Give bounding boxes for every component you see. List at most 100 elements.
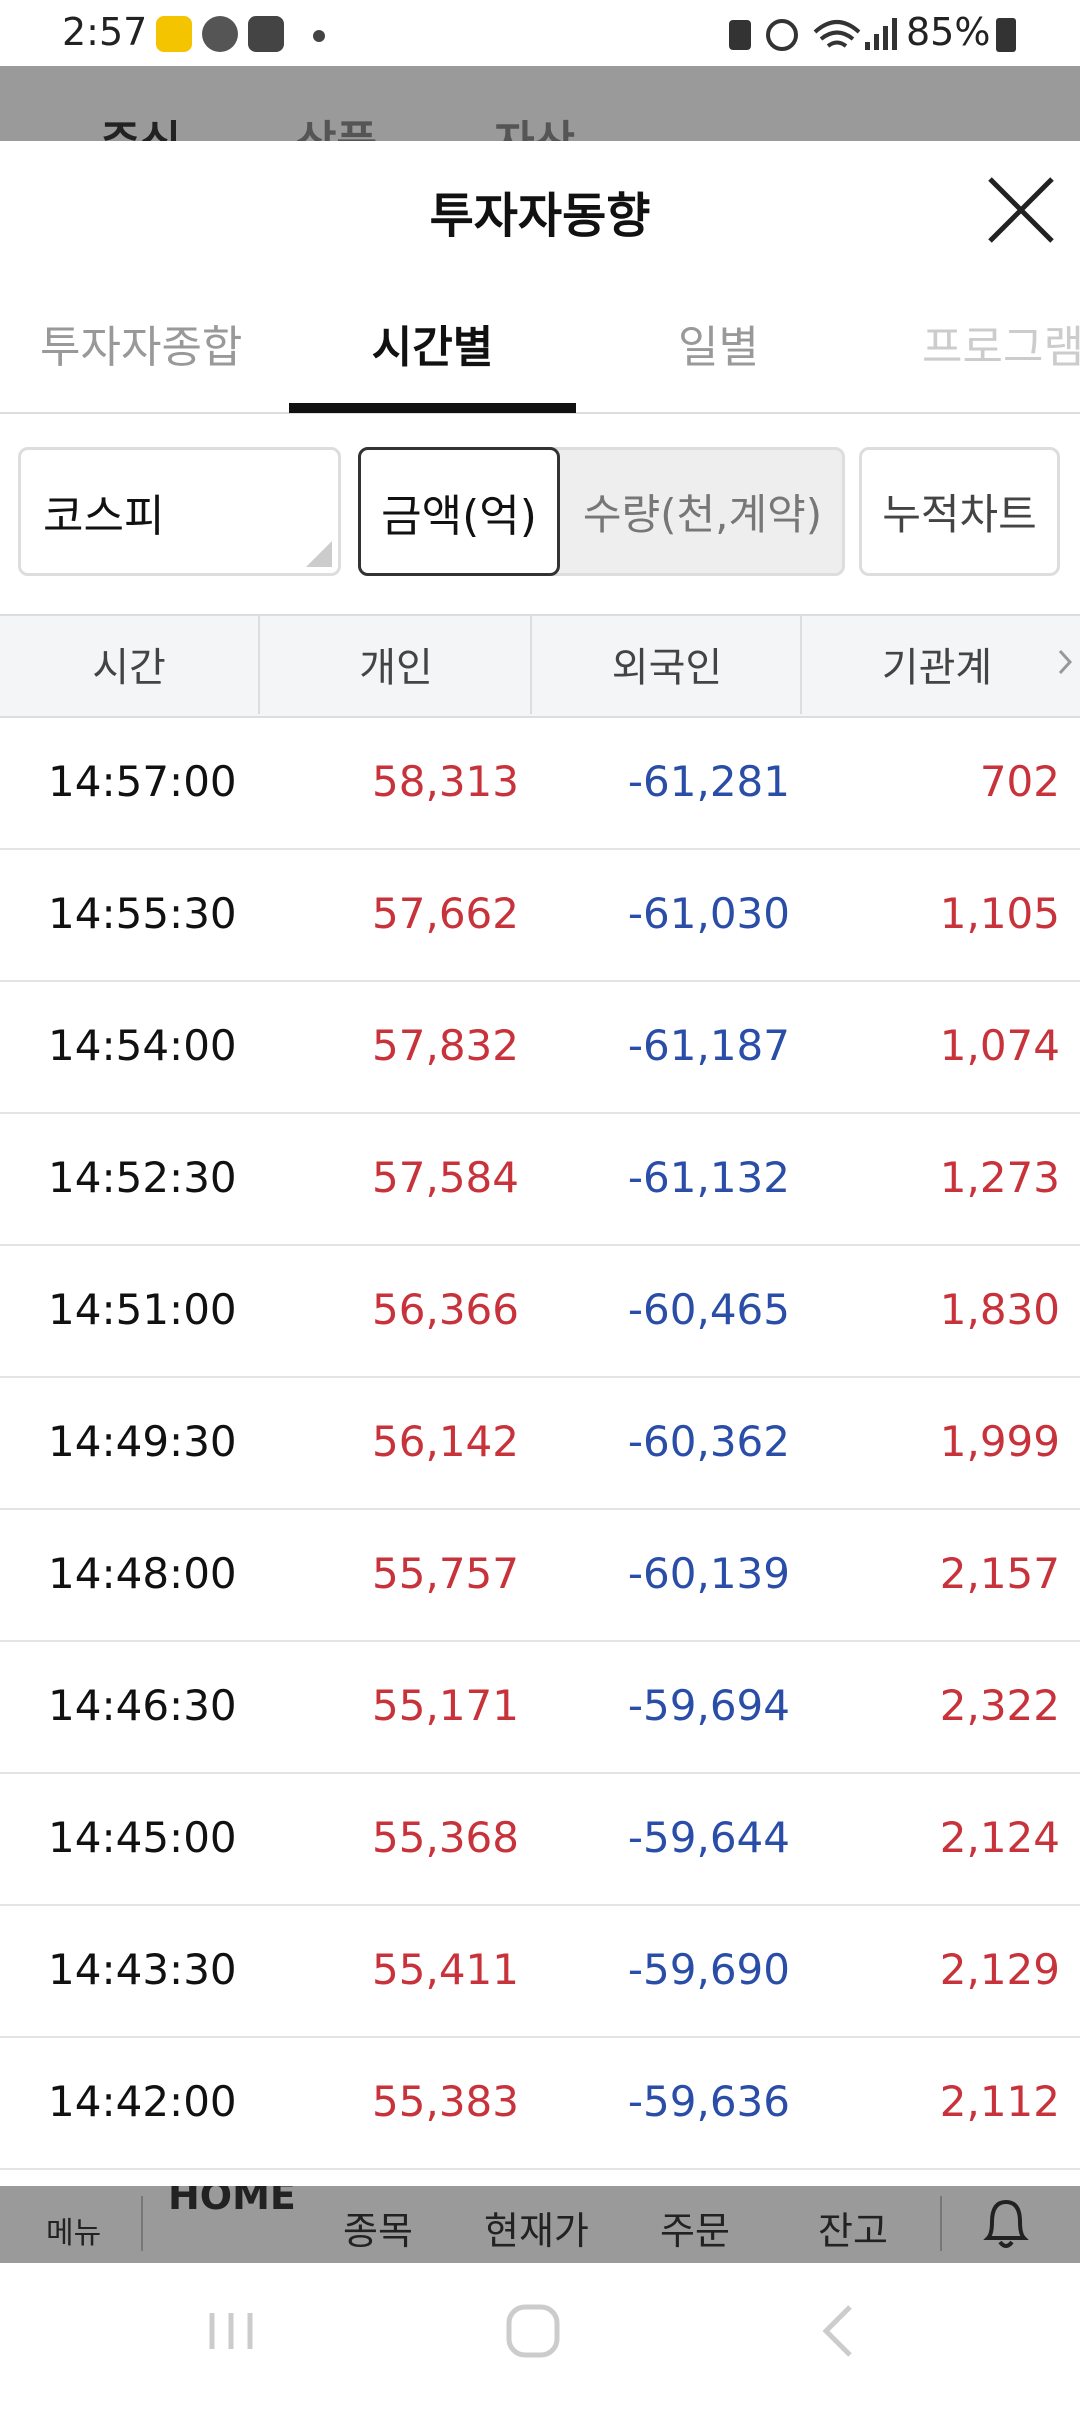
value-cell: -59,694 [627, 1681, 790, 1730]
close-button[interactable] [986, 175, 1056, 245]
dot [313, 30, 325, 42]
status-icons [729, 18, 897, 51]
table-row: 14:57:00 58,313 -61,281 702 [0, 716, 1080, 850]
battery-icon [996, 18, 1016, 52]
time-cell: 14:51:00 [48, 1285, 237, 1334]
table-row: 14:42:00 55,383 -59,636 2,112 [0, 2036, 1080, 2170]
battery-text: 85% [906, 10, 991, 54]
background-tab: 자산 [494, 117, 575, 146]
status-bar: 2:57 85% [0, 0, 1080, 66]
value-cell: 1,830 [939, 1285, 1060, 1334]
table-row: 14:52:30 57,584 -61,132 1,273 [0, 1112, 1080, 1246]
app-icon [248, 16, 284, 52]
table-row: 14:46:30 55,171 -59,694 2,322 [0, 1640, 1080, 1774]
unit-option-active[interactable]: 금액(억) [358, 447, 560, 576]
value-cell: 57,832 [372, 1021, 519, 1070]
time-cell: 14:55:30 [48, 889, 237, 938]
time-cell: 14:49:30 [48, 1417, 237, 1466]
market-label: 코스피 [43, 490, 165, 542]
nav-divider [141, 2196, 143, 2251]
bell-icon[interactable] [978, 2194, 1034, 2254]
value-cell: -61,132 [627, 1153, 790, 1202]
time-cell: 14:52:30 [48, 1153, 237, 1202]
clock: 2:57 [62, 10, 148, 54]
table-row: 14:49:30 56,142 -60,362 1,999 [0, 1376, 1080, 1510]
value-cell: 2,124 [939, 1813, 1060, 1862]
tab-indicator [289, 403, 576, 413]
tab[interactable]: 일별 [678, 322, 759, 373]
bottom-nav: 메뉴 HOME 종목 현재가 주문 잔고 [0, 2186, 1080, 2263]
table-row: 14:48:00 55,757 -60,139 2,157 [0, 1508, 1080, 1642]
column-header: 개인 [258, 614, 532, 714]
value-cell: 55,171 [372, 1681, 519, 1730]
chart-button[interactable]: 누적차트 [859, 447, 1060, 576]
time-cell: 14:57:00 [48, 757, 237, 806]
value-cell: -59,636 [627, 2077, 790, 2126]
unit-option[interactable]: 수량(천,계약) [582, 490, 823, 539]
column-header: 기관계 [800, 614, 1072, 714]
background-tab: 상품 [296, 117, 377, 146]
value-cell: 2,129 [939, 1945, 1060, 1994]
value-cell: 702 [979, 757, 1060, 806]
value-cell: 1,273 [939, 1153, 1060, 1202]
time-cell: 14:42:00 [48, 2077, 237, 2126]
value-cell: 2,157 [939, 1549, 1060, 1598]
background-tab: 주식 [100, 117, 181, 146]
app-icon [156, 16, 192, 52]
time-cell: 14:54:00 [48, 1021, 237, 1070]
value-cell: 55,411 [372, 1945, 519, 1994]
scroll-arrow [1058, 649, 1073, 675]
value-cell: -61,187 [627, 1021, 790, 1070]
tab[interactable]: 프로그램 [922, 322, 1080, 373]
value-cell: -61,281 [627, 757, 790, 806]
value-cell: 1,105 [939, 889, 1060, 938]
value-cell: 55,383 [372, 2077, 519, 2126]
value-cell: -59,644 [627, 1813, 790, 1862]
value-cell: 57,662 [372, 889, 519, 938]
column-header: 시간 [92, 645, 166, 691]
time-cell: 14:43:30 [48, 1945, 237, 1994]
value-cell: 1,999 [939, 1417, 1060, 1466]
value-cell: -60,362 [627, 1417, 790, 1466]
background-header: 주식 상품 자산 [0, 66, 1080, 146]
value-cell: 56,366 [372, 1285, 519, 1334]
nav-item[interactable]: 메뉴 [46, 2216, 102, 2251]
value-cell: -59,690 [627, 1945, 790, 1994]
table-row: 14:55:30 57,662 -61,030 1,105 [0, 848, 1080, 982]
table-row: 14:54:00 57,832 -61,187 1,074 [0, 980, 1080, 1114]
nav-item[interactable]: HOME [168, 2186, 296, 2218]
nav-item[interactable]: 주문 [660, 2209, 730, 2253]
table-row: 14:45:00 55,368 -59,644 2,124 [0, 1772, 1080, 1906]
value-cell: -60,465 [627, 1285, 790, 1334]
app-icon [202, 16, 238, 52]
value-cell: 1,074 [939, 1021, 1060, 1070]
modal: 투자자동향 투자자종합 시간별 일별 프로그램 코스피 금액(억) 수량(천,계… [0, 141, 1080, 2186]
time-cell: 14:46:30 [48, 1681, 237, 1730]
market-select[interactable]: 코스피 [18, 447, 341, 576]
select-corner [306, 541, 332, 567]
value-cell: 2,112 [939, 2077, 1060, 2126]
modal-title: 투자자동향 [429, 188, 651, 244]
nav-divider [940, 2196, 942, 2251]
value-cell: 55,368 [372, 1813, 519, 1862]
tab[interactable]: 투자자종합 [40, 322, 243, 373]
nav-item[interactable]: 종목 [343, 2209, 413, 2253]
nav-item[interactable]: 잔고 [818, 2209, 888, 2253]
value-cell: 57,584 [372, 1153, 519, 1202]
tab-divider [0, 412, 1080, 414]
time-cell: 14:48:00 [48, 1549, 237, 1598]
table-row: 14:51:00 56,366 -60,465 1,830 [0, 1244, 1080, 1378]
nav-item[interactable]: 현재가 [484, 2209, 589, 2253]
tab-active[interactable]: 시간별 [371, 322, 494, 373]
value-cell: 55,757 [372, 1549, 519, 1598]
value-cell: -61,030 [627, 889, 790, 938]
value-cell: 56,142 [372, 1417, 519, 1466]
value-cell: -60,139 [627, 1549, 790, 1598]
value-cell: 2,322 [939, 1681, 1060, 1730]
system-nav [0, 2263, 1080, 2408]
value-cell: 58,313 [372, 757, 519, 806]
table-row: 14:43:30 55,411 -59,690 2,129 [0, 1904, 1080, 2038]
system-buttons [209, 2304, 852, 2358]
table-header [0, 614, 1080, 718]
